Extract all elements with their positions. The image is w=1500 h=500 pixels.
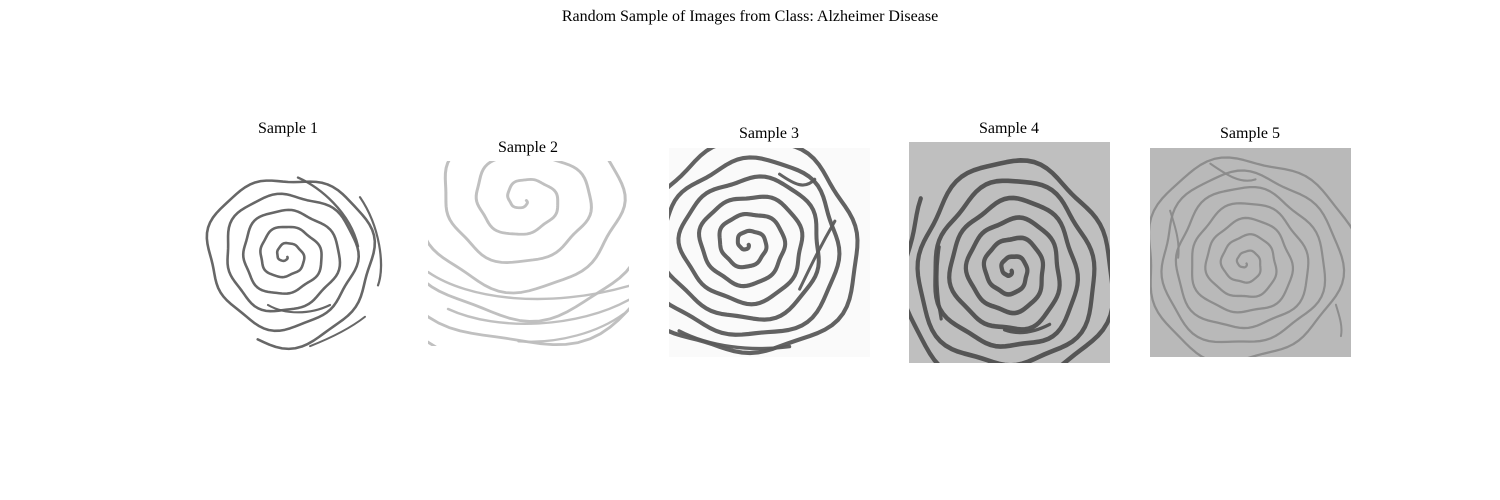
sample-5-image [1150, 148, 1351, 357]
sample-1-image [190, 158, 390, 354]
spiral-drawing-1 [190, 158, 390, 354]
sample-3-title: Sample 3 [739, 125, 799, 142]
sample-2-image [428, 161, 629, 346]
sample-4-title: Sample 4 [979, 120, 1039, 137]
sample-5-title: Sample 5 [1220, 125, 1280, 142]
spiral-drawing-4 [909, 142, 1110, 363]
spiral-drawing-5 [1150, 148, 1351, 357]
sample-2-title: Sample 2 [498, 139, 558, 156]
sample-1-title: Sample 1 [258, 120, 318, 137]
sample-4-image [909, 142, 1110, 363]
spiral-drawing-2 [428, 161, 629, 346]
figure-title: Random Sample of Images from Class: Alzh… [561, 8, 939, 25]
sample-3-image [669, 148, 870, 357]
spiral-drawing-3 [669, 148, 870, 357]
